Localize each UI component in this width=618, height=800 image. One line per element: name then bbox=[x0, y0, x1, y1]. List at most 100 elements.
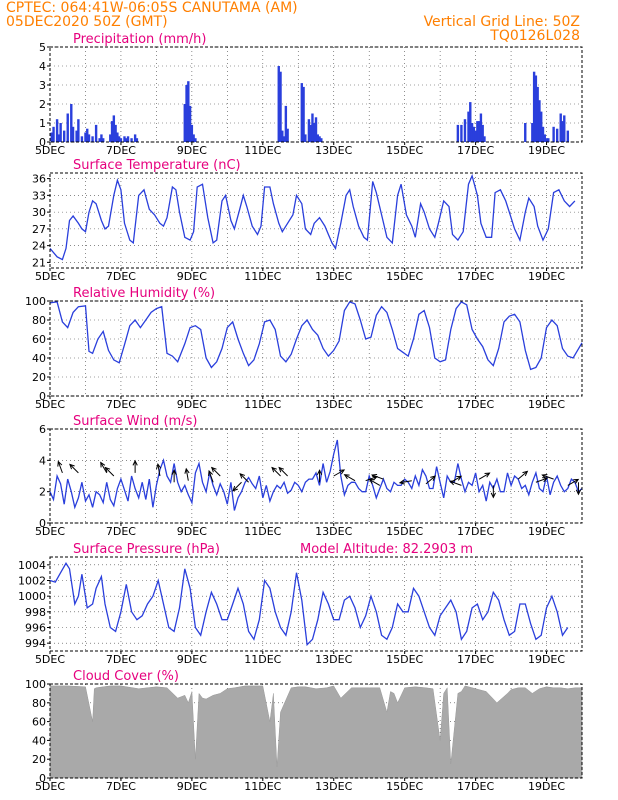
x-tick-label: 7DEC bbox=[106, 653, 136, 666]
x-tick-label: 19DEC bbox=[528, 144, 565, 157]
wind-arrow-head bbox=[316, 469, 323, 475]
precipitation-bar bbox=[66, 113, 69, 142]
wind-arrow-head bbox=[100, 461, 106, 468]
precipitation-bar bbox=[538, 100, 541, 142]
precipitation-bar bbox=[57, 134, 61, 142]
precipitation-bar bbox=[531, 123, 534, 142]
precipitation-bar bbox=[474, 130, 477, 142]
wind-arrow-head bbox=[208, 469, 213, 477]
precipitation-bar bbox=[282, 136, 286, 142]
y-tick-label: 5 bbox=[39, 41, 46, 54]
panel-frame bbox=[49, 428, 583, 524]
precipitation-bar bbox=[561, 121, 564, 142]
wind-arrow-shaft bbox=[271, 467, 281, 477]
y-tick-label: 24 bbox=[32, 240, 46, 253]
y-tick-label: 40 bbox=[32, 352, 46, 365]
wind-arrow-head bbox=[278, 466, 285, 473]
x-tick-label: 13DEC bbox=[315, 780, 352, 793]
y-tick-label: 60 bbox=[32, 716, 46, 729]
precipitation-bar bbox=[185, 85, 188, 142]
x-tick-label: 5DEC bbox=[35, 270, 65, 283]
wind-arrow-shaft bbox=[100, 462, 108, 474]
y-tick-label: 33 bbox=[32, 189, 46, 202]
precipitation-bar bbox=[469, 102, 472, 142]
precipitation-bar bbox=[94, 124, 98, 142]
y-tick-label: 36 bbox=[32, 173, 46, 186]
precipitation-bar bbox=[80, 136, 84, 142]
wind-arrow-head bbox=[490, 492, 496, 499]
precipitation-bar bbox=[62, 130, 66, 142]
y-tick-label: 6 bbox=[39, 423, 46, 436]
y-tick-label: 4 bbox=[39, 454, 46, 467]
precipitation-bar bbox=[110, 121, 114, 142]
x-tick-label: 5DEC bbox=[35, 653, 65, 666]
precipitation-bar bbox=[116, 132, 119, 142]
header-grid-line: Vertical Grid Line: 50Z bbox=[424, 14, 580, 30]
precipitation-bar bbox=[547, 138, 550, 142]
x-tick-label: 11DEC bbox=[244, 780, 281, 793]
wind-arrow-shaft bbox=[399, 480, 412, 484]
x-tick-label: 9DEC bbox=[177, 144, 207, 157]
x-tick-label: 13DEC bbox=[315, 398, 352, 411]
wind-arrow-shaft bbox=[425, 475, 436, 485]
precipitation-bar bbox=[534, 75, 538, 142]
precipitation-bar bbox=[91, 136, 94, 142]
y-tick-label: 0 bbox=[39, 772, 46, 785]
x-tick-label: 17DEC bbox=[457, 270, 494, 283]
x-tick-label: 15DEC bbox=[386, 653, 423, 666]
wind-arrow-head bbox=[398, 479, 405, 485]
x-tick-label: 11DEC bbox=[244, 653, 281, 666]
x-tick-label: 11DEC bbox=[244, 270, 281, 283]
wind-arrow-head bbox=[449, 480, 456, 486]
wind-arrow-shaft bbox=[542, 474, 554, 480]
wind-arrow-head bbox=[484, 472, 491, 478]
x-tick-label: 15DEC bbox=[386, 525, 423, 538]
panel-1: Precipitation (mm/h) 0 1 2 3 4 5 5DEC 7DEC 9DEC 11… bbox=[35, 32, 583, 157]
precipitation-bar bbox=[183, 104, 186, 142]
wind-arrow-shaft bbox=[69, 464, 79, 474]
x-tick-label: 9DEC bbox=[177, 398, 207, 411]
wind-arrow-head bbox=[132, 459, 138, 466]
wind-arrow-head bbox=[430, 475, 437, 481]
precipitation-bar bbox=[86, 128, 89, 142]
y-tick-label: 3 bbox=[39, 79, 46, 92]
x-tick-label: 13DEC bbox=[315, 270, 352, 283]
precipitation-bar bbox=[71, 126, 75, 142]
wind-arrow-head bbox=[232, 485, 238, 492]
wind-arrow-head bbox=[239, 472, 246, 479]
precipitation-bar bbox=[114, 124, 117, 142]
precipitation-bar bbox=[112, 115, 116, 142]
wind-arrow-shaft bbox=[517, 471, 528, 480]
series-line bbox=[49, 173, 576, 261]
wind-arrow-head bbox=[339, 469, 346, 475]
y-tick-label: 2 bbox=[39, 486, 46, 499]
wind-arrow-head bbox=[156, 463, 162, 470]
precipitation-bar bbox=[117, 136, 121, 142]
precipitation-bar bbox=[70, 104, 73, 142]
x-tick-label: 9DEC bbox=[177, 780, 207, 793]
wind-arrow-shaft bbox=[371, 474, 384, 480]
wind-arrow-head bbox=[171, 469, 177, 475]
precipitation-bar bbox=[555, 128, 559, 142]
x-tick-label: 9DEC bbox=[177, 525, 207, 538]
x-tick-label: 15DEC bbox=[386, 144, 423, 157]
precipitation-bar bbox=[532, 71, 536, 142]
precipitation-bar bbox=[59, 123, 62, 142]
precipitation-bar bbox=[463, 119, 467, 142]
wind-arrow-head bbox=[57, 460, 63, 467]
wind-arrow-head bbox=[542, 477, 549, 483]
y-tick-label: 996 bbox=[25, 622, 46, 635]
wind-arrow-head bbox=[456, 475, 463, 481]
precipitation-bar bbox=[456, 124, 460, 142]
precipitation-bar bbox=[87, 134, 91, 142]
y-tick-label: 40 bbox=[32, 734, 46, 747]
panels: Precipitation (mm/h) 0 1 2 3 4 5 5DEC 7DEC 9DEC 11… bbox=[18, 32, 583, 793]
x-tick-label: 17DEC bbox=[457, 398, 494, 411]
y-tick-label: 2 bbox=[39, 98, 46, 111]
wind-arrow-head bbox=[575, 489, 582, 496]
cloud-cover-area bbox=[49, 685, 583, 779]
precipitation-bar bbox=[302, 86, 305, 142]
wind-arrow-head bbox=[104, 466, 111, 473]
x-tick-label: 15DEC bbox=[386, 270, 423, 283]
precipitation-bar bbox=[286, 128, 289, 142]
